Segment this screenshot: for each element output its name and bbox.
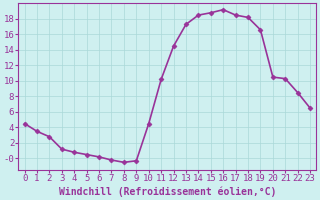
X-axis label: Windchill (Refroidissement éolien,°C): Windchill (Refroidissement éolien,°C) xyxy=(59,186,276,197)
